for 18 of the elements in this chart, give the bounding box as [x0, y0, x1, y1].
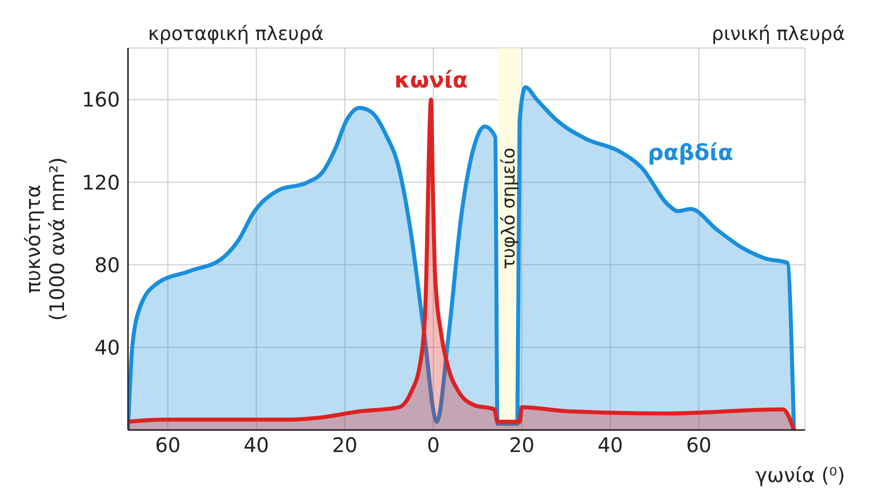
x-tick-label: 40: [244, 433, 270, 458]
y-tick-label: 120: [82, 170, 120, 194]
y-tick-label: 160: [82, 88, 120, 112]
x-tick-label: 60: [686, 433, 712, 458]
x-tick-label: 0: [426, 433, 440, 458]
band-label: τυφλό σημείο: [498, 148, 520, 270]
text: ρινική πλευρά: [712, 23, 845, 45]
series-label: ραβδία: [648, 140, 734, 166]
x-tick-label: 20: [332, 433, 358, 458]
y-axis-title: πυκνότητα (1000 ανά mm²): [21, 157, 69, 321]
text: κροταφική πλευρά: [148, 23, 324, 45]
x-axis-title: γωνία (⁰): [755, 463, 845, 487]
x-tick-label: 40: [598, 433, 624, 458]
y-tick-label: 40: [94, 336, 120, 360]
y-tick-label: 80: [94, 252, 120, 277]
x-tick-label: 20: [509, 433, 535, 458]
x-tick-label: 60: [155, 433, 181, 458]
series-label: κωνία: [394, 68, 468, 94]
